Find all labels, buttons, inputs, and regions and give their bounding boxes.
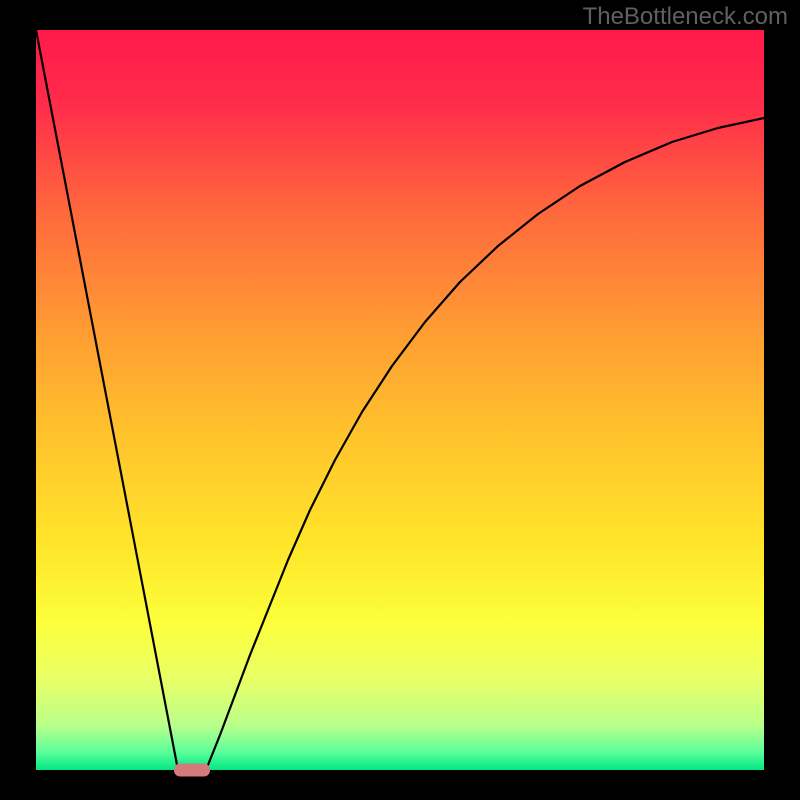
watermark-text: TheBottleneck.com: [583, 3, 788, 30]
plot-background-gradient: [36, 30, 764, 770]
chart-svg: TheBottleneck.com: [0, 0, 800, 800]
bottleneck-chart: TheBottleneck.com: [0, 0, 800, 800]
optimum-marker: [174, 764, 210, 777]
